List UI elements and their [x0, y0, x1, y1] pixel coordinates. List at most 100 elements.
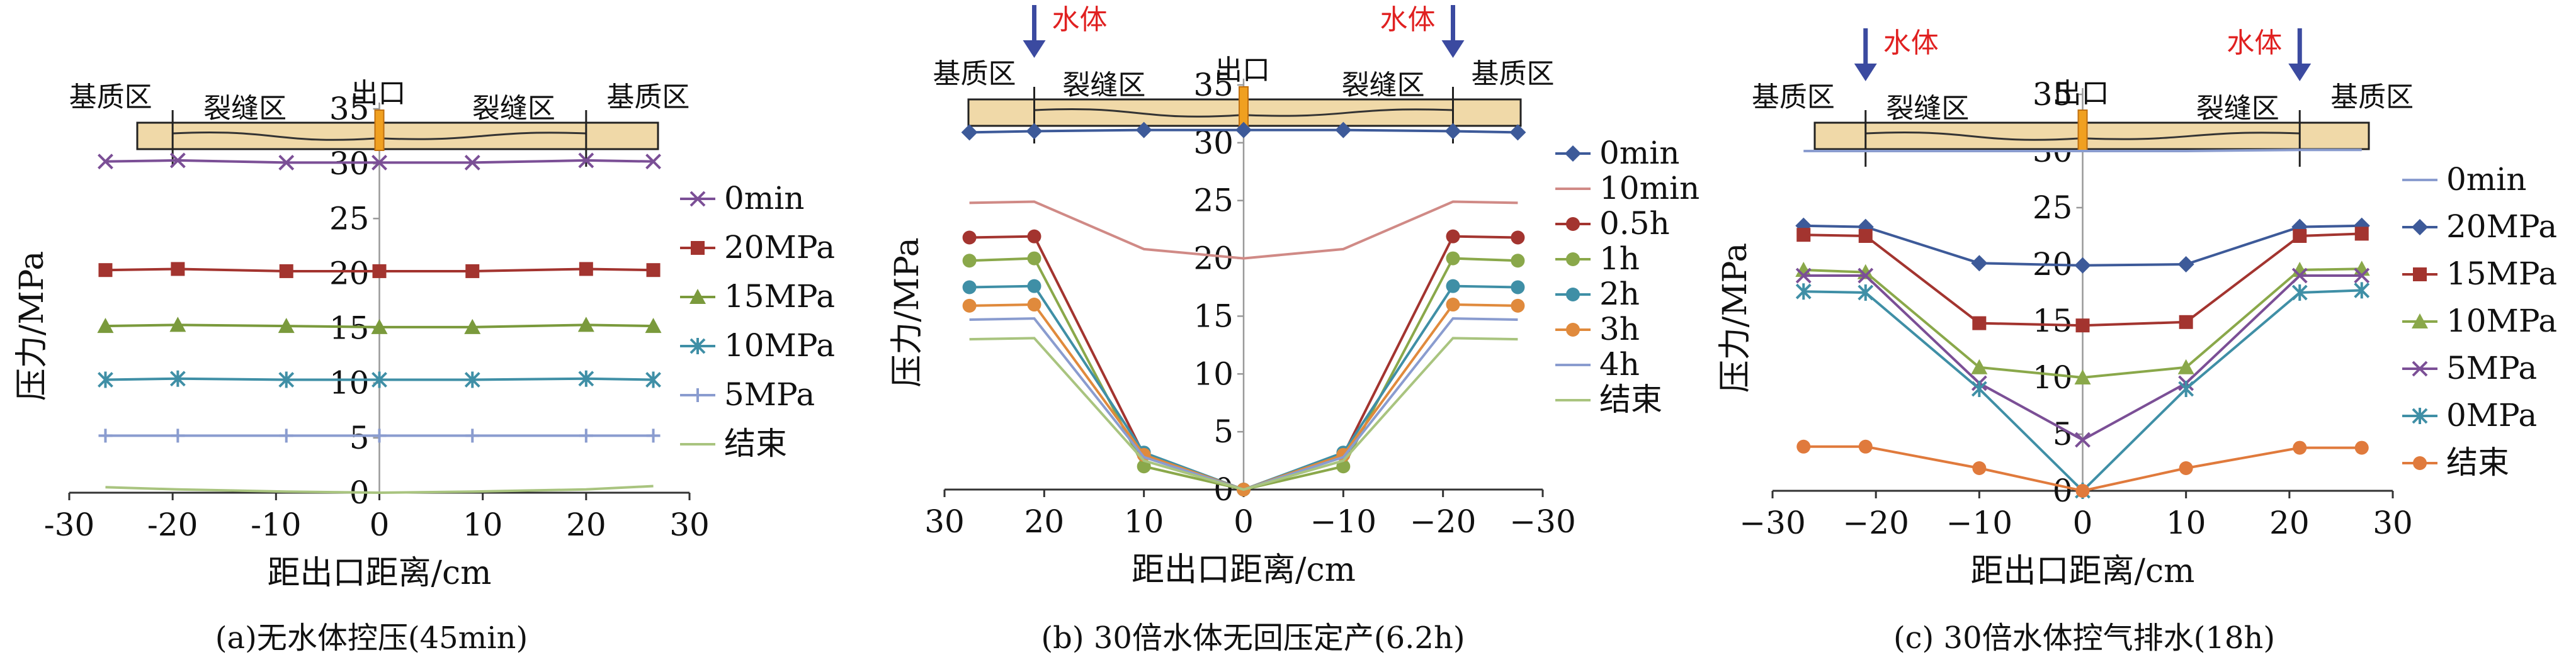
data-point [2354, 227, 2369, 241]
data-point [1446, 251, 1460, 266]
x-tick-label: 10 [1124, 503, 1164, 540]
series-line [969, 200, 1518, 260]
data-point [1971, 359, 1988, 374]
y-tick-label: 35 [2033, 76, 2073, 113]
data-point [465, 264, 480, 278]
y-tick-label: 10 [2033, 359, 2073, 396]
data-point [2177, 256, 2194, 272]
data-point [1027, 251, 1041, 266]
fracture-line [1865, 131, 2300, 141]
data-point [1972, 316, 1987, 330]
data-point [98, 263, 113, 277]
data-point [1446, 298, 1460, 312]
legend-label: 0min [1599, 135, 1679, 171]
water-label: 水体 [1380, 4, 1436, 36]
series-line [1803, 149, 2362, 152]
x-tick-label: −10 [1310, 503, 1377, 540]
series-4: 5MPa [98, 376, 815, 443]
legend-label: 结束 [724, 425, 787, 462]
core-body [1813, 121, 2370, 150]
y-tick-label: 10 [1193, 356, 1234, 392]
fracture-line [173, 131, 586, 141]
series-4: 5MPa [1795, 267, 2537, 448]
legend-marker [1566, 323, 1580, 337]
fracture-line [1034, 108, 1453, 118]
data-point [1509, 124, 1526, 141]
data-point [2179, 315, 2193, 329]
legend-label: 0min [724, 180, 804, 216]
caption: (b) 30倍水体无回压定产(6.2h) [1041, 620, 1465, 656]
y-tick-label: 20 [1193, 240, 1234, 277]
water-arrow-head [2288, 64, 2312, 81]
series-1: 20MPa [1795, 208, 2557, 274]
data-point [98, 429, 113, 443]
series-6: 结束 [1796, 439, 2509, 498]
y-tick-label: 35 [1193, 67, 1234, 103]
data-point [2178, 381, 2194, 397]
x-axis-label: 距出口距离/cm [1971, 552, 2195, 590]
y-tick-label: 20 [329, 255, 370, 291]
outlet-marker [1239, 86, 1249, 128]
data-point [1858, 229, 1873, 243]
legend-label: 3h [1599, 311, 1640, 347]
series-5: 3h [962, 298, 1640, 496]
x-tick-label: 20 [2269, 505, 2310, 541]
data-point [1511, 280, 1525, 294]
series-0: 0min [98, 152, 804, 216]
x-tick-label: 30 [2373, 505, 2413, 541]
data-point [1795, 267, 1812, 284]
data-point [1137, 459, 1151, 474]
x-axis-label: 距出口距离/cm [268, 554, 492, 592]
x-tick-label: 0 [2073, 505, 2093, 541]
data-point [1972, 461, 1987, 475]
legend-label: 5MPa [724, 376, 815, 413]
data-point [1135, 121, 1152, 138]
legend-label: 15MPa [724, 278, 835, 315]
water-label: 水体 [1052, 4, 1108, 36]
data-point [1511, 298, 1525, 313]
legend-marker [1566, 288, 1580, 301]
y-tick-label: 0 [1213, 471, 1234, 508]
panel-c: −30 −20 −10 0 10 20 3005101520253035距出口距离/cm压力… [1716, 27, 2557, 656]
x-tick-label: −20 [1410, 503, 1477, 540]
data-point [98, 371, 113, 388]
data-point [1335, 121, 1352, 138]
legend-label: 20MPa [724, 229, 835, 266]
legend-marker [2412, 408, 2428, 424]
legend-label: 0.5h [1599, 205, 1670, 242]
data-point [372, 264, 387, 278]
data-point [1026, 123, 1043, 140]
zone-label: 裂缝区 [1342, 69, 1425, 101]
x-tick-label: 30 [669, 507, 710, 543]
legend-label: 0MPa [2446, 397, 2537, 434]
x-tick-label: -30 [44, 507, 95, 543]
legend-label: 1h [1599, 240, 1640, 277]
legend-label: 2h [1599, 276, 1640, 312]
data-point [646, 263, 661, 277]
x-tick-label: 10 [463, 507, 503, 543]
panel-a: -30 -20 -10 0 10 20 3005101520253035距出口距离/cm压力… [13, 77, 835, 656]
series-0: 0min [961, 121, 1679, 171]
data-point [2075, 484, 2090, 498]
data-point [1796, 439, 1811, 454]
legend-marker [691, 241, 705, 255]
zone-label: 裂缝区 [472, 92, 555, 125]
zone-label: 基质区 [933, 58, 1016, 90]
x-tick-label: 20 [1024, 503, 1065, 540]
series-2: 15MPa [97, 278, 835, 334]
legend-marker [2412, 313, 2428, 328]
series-line [969, 337, 1518, 491]
y-axis-label: 压力/MPa [888, 237, 926, 387]
zone-label: 裂缝区 [1886, 92, 1969, 125]
outlet-label: 出口 [351, 77, 406, 109]
series-2: 15MPa [1796, 227, 2557, 333]
data-point [2293, 229, 2307, 243]
y-tick-label: 25 [2033, 189, 2073, 226]
y-tick-label: 5 [1213, 413, 1234, 450]
water-label: 水体 [2227, 27, 2282, 59]
data-point [169, 370, 186, 387]
x-tick-label: 0 [1234, 503, 1254, 540]
zone-label: 基质区 [2330, 81, 2414, 113]
x-axis-label: 距出口距离/cm [1132, 551, 1356, 589]
legend-label: 0min [2446, 161, 2526, 198]
